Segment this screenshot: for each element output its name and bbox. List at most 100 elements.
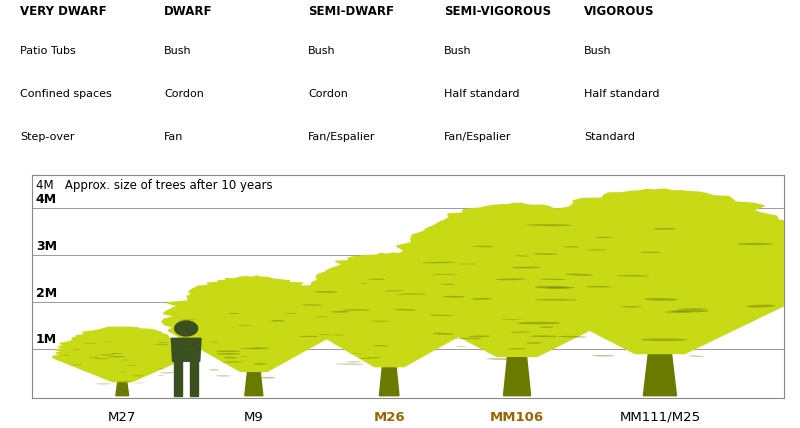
Polygon shape: [245, 372, 263, 396]
Ellipse shape: [94, 358, 110, 359]
Polygon shape: [281, 253, 495, 367]
Ellipse shape: [183, 349, 196, 350]
Text: M27: M27: [108, 411, 137, 424]
Ellipse shape: [592, 355, 614, 357]
Polygon shape: [171, 338, 201, 361]
Polygon shape: [379, 367, 399, 396]
Ellipse shape: [330, 311, 350, 312]
Ellipse shape: [367, 357, 381, 358]
Ellipse shape: [72, 365, 82, 366]
Text: M26: M26: [374, 411, 405, 424]
Polygon shape: [116, 382, 129, 396]
Ellipse shape: [179, 319, 197, 321]
Ellipse shape: [746, 305, 775, 308]
Text: Cordon: Cordon: [164, 89, 204, 99]
Ellipse shape: [346, 361, 362, 363]
Ellipse shape: [174, 320, 198, 337]
Ellipse shape: [368, 279, 386, 280]
Ellipse shape: [359, 358, 370, 359]
Ellipse shape: [422, 262, 455, 263]
Ellipse shape: [302, 304, 323, 306]
Ellipse shape: [430, 315, 454, 316]
Ellipse shape: [455, 338, 482, 339]
Ellipse shape: [644, 298, 678, 301]
Ellipse shape: [127, 365, 138, 366]
Polygon shape: [52, 327, 186, 382]
Ellipse shape: [298, 336, 318, 337]
Text: Bush: Bush: [308, 46, 336, 56]
Ellipse shape: [473, 246, 494, 247]
Ellipse shape: [272, 320, 284, 321]
Text: 4M: 4M: [36, 193, 57, 206]
Ellipse shape: [250, 348, 269, 349]
Text: Standard: Standard: [584, 132, 635, 142]
Ellipse shape: [259, 377, 275, 378]
Ellipse shape: [526, 342, 542, 344]
Ellipse shape: [222, 361, 243, 363]
Ellipse shape: [319, 334, 332, 335]
Text: Cordon: Cordon: [308, 89, 348, 99]
Ellipse shape: [469, 336, 490, 337]
Ellipse shape: [471, 298, 492, 300]
Ellipse shape: [342, 309, 370, 311]
Ellipse shape: [314, 291, 338, 293]
Ellipse shape: [566, 273, 594, 276]
Ellipse shape: [63, 355, 70, 356]
Ellipse shape: [252, 372, 264, 373]
Ellipse shape: [254, 363, 267, 365]
Text: 1M: 1M: [36, 333, 57, 347]
Text: Fan: Fan: [164, 132, 183, 142]
Ellipse shape: [349, 353, 362, 354]
Text: Half standard: Half standard: [584, 89, 659, 99]
Polygon shape: [643, 354, 677, 396]
Ellipse shape: [240, 348, 262, 349]
Ellipse shape: [441, 284, 454, 285]
Ellipse shape: [641, 338, 686, 341]
Text: Fan/Espalier: Fan/Espalier: [444, 132, 511, 142]
Ellipse shape: [159, 372, 175, 373]
Ellipse shape: [157, 342, 169, 343]
Text: MM111/M25: MM111/M25: [619, 411, 701, 424]
Polygon shape: [162, 276, 355, 372]
Text: Half standard: Half standard: [444, 89, 519, 99]
Text: 4M   Approx. size of trees after 10 years: 4M Approx. size of trees after 10 years: [36, 179, 272, 192]
Polygon shape: [370, 203, 670, 357]
Ellipse shape: [331, 335, 344, 336]
Ellipse shape: [237, 325, 252, 326]
Ellipse shape: [209, 369, 219, 371]
Ellipse shape: [224, 357, 238, 358]
Ellipse shape: [586, 286, 611, 288]
Ellipse shape: [443, 296, 466, 297]
Ellipse shape: [133, 375, 144, 376]
Ellipse shape: [83, 343, 97, 344]
Text: Step-over: Step-over: [20, 132, 74, 142]
Ellipse shape: [594, 237, 613, 238]
Ellipse shape: [653, 228, 677, 230]
Ellipse shape: [457, 264, 477, 265]
Polygon shape: [489, 189, 800, 354]
Ellipse shape: [689, 356, 704, 357]
Ellipse shape: [546, 287, 575, 288]
Polygon shape: [174, 361, 182, 396]
Ellipse shape: [384, 290, 404, 291]
Ellipse shape: [558, 336, 587, 338]
Ellipse shape: [336, 363, 364, 365]
Text: M9: M9: [244, 411, 264, 424]
Ellipse shape: [534, 286, 570, 288]
Ellipse shape: [621, 306, 642, 307]
Ellipse shape: [240, 356, 249, 357]
Polygon shape: [190, 361, 198, 396]
Text: 2M: 2M: [36, 287, 57, 300]
Ellipse shape: [111, 353, 122, 354]
Ellipse shape: [216, 375, 230, 377]
Ellipse shape: [229, 313, 239, 314]
Text: VIGOROUS: VIGOROUS: [584, 5, 654, 18]
Text: VERY DWARF: VERY DWARF: [20, 5, 106, 18]
Ellipse shape: [530, 336, 558, 337]
Text: MM106: MM106: [490, 411, 544, 424]
Ellipse shape: [107, 356, 126, 357]
Text: Bush: Bush: [584, 46, 612, 56]
Ellipse shape: [678, 308, 708, 310]
Text: DWARF: DWARF: [164, 5, 213, 18]
Ellipse shape: [394, 309, 416, 311]
